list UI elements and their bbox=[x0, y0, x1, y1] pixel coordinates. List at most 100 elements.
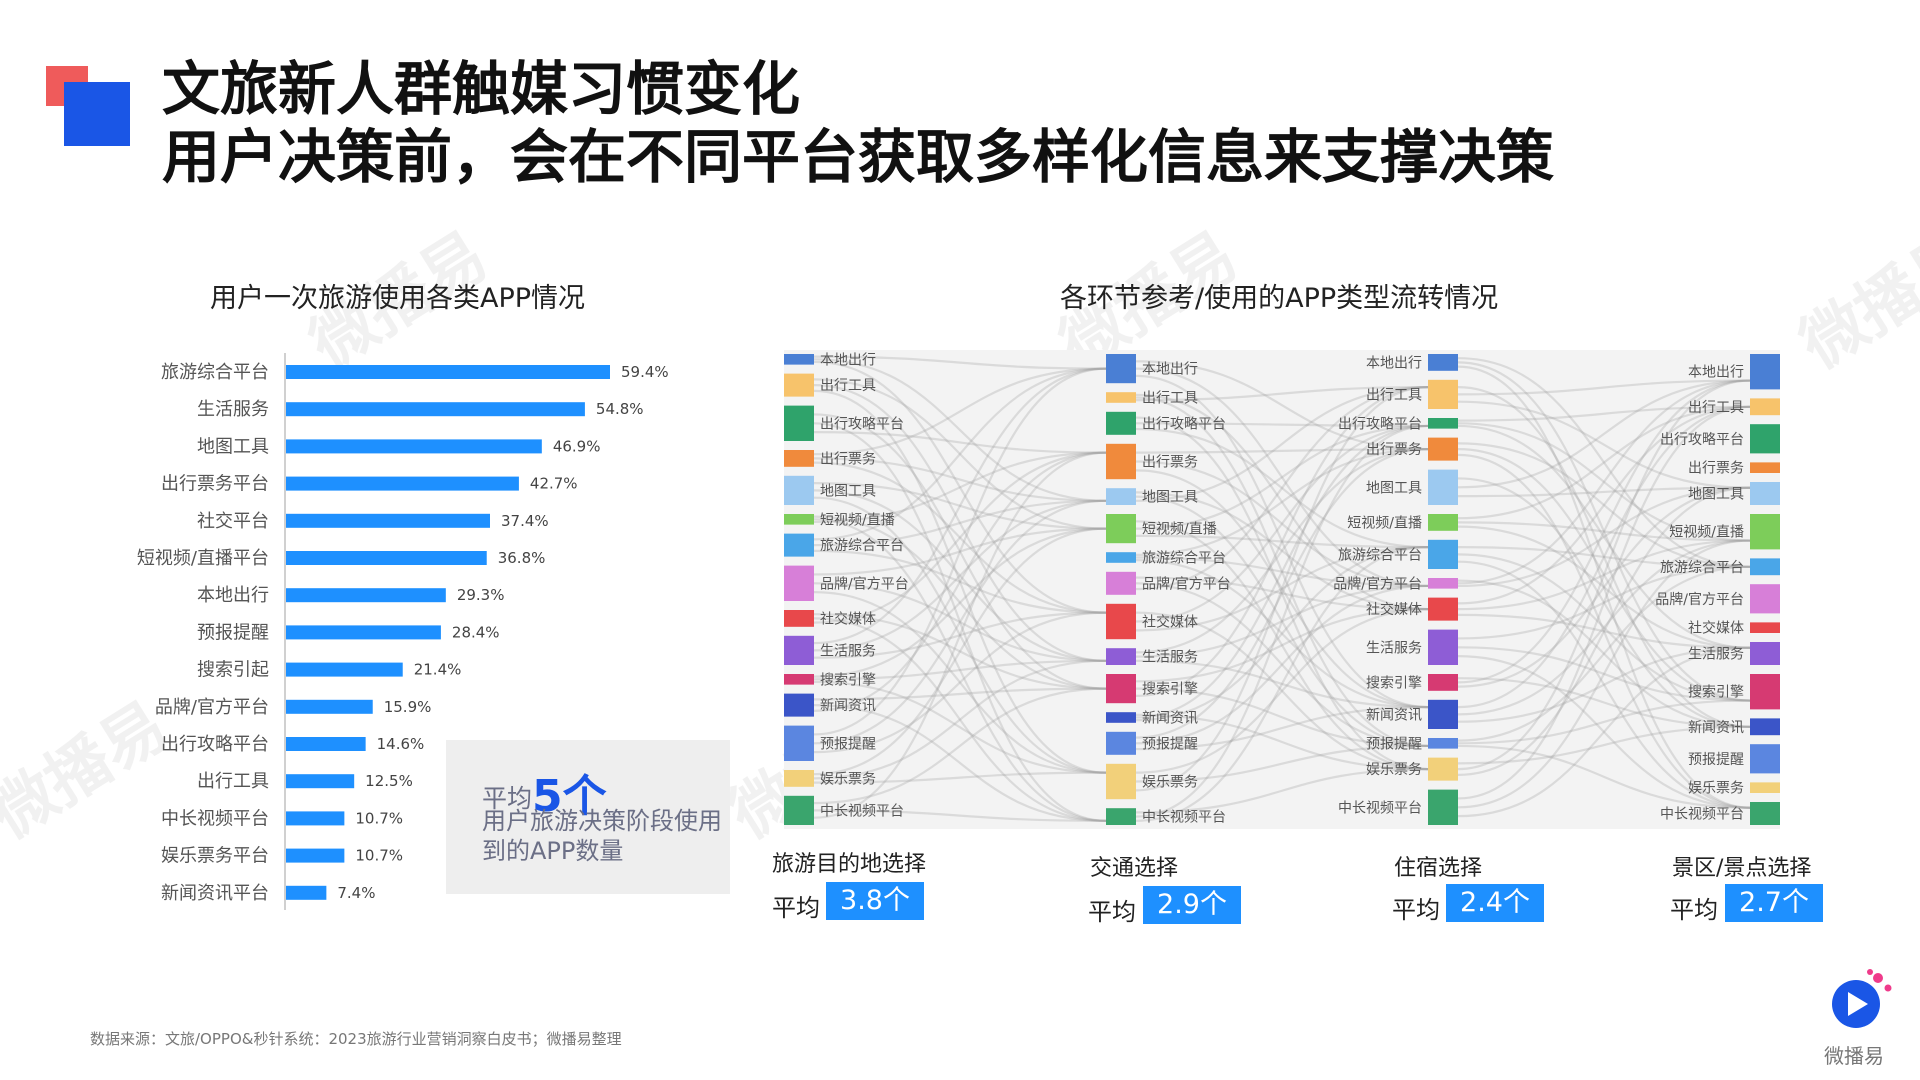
stage-avg-prefix: 平均 bbox=[772, 894, 820, 922]
sankey-flow bbox=[1457, 477, 1751, 728]
page-title-line1: 文旅新人群触媒习惯变化 bbox=[162, 55, 801, 123]
brand-name: 微播易 bbox=[1824, 1044, 1884, 1068]
sankey-flow bbox=[813, 659, 1107, 681]
sankey-flow bbox=[1135, 706, 1429, 751]
stage-avg-destination: 3.8个 bbox=[826, 882, 924, 920]
sankey-node-label: 出行攻略平台 bbox=[1338, 416, 1422, 432]
sankey-flow bbox=[1457, 448, 1751, 702]
bar-value-label: 10.7% bbox=[355, 809, 403, 827]
sankey-node-label: 搜索引擎 bbox=[820, 671, 876, 688]
sankey-flow bbox=[1457, 379, 1751, 684]
sankey-node-label: 地图工具 bbox=[820, 483, 876, 499]
sankey-node-label: 旅游综合平台 bbox=[820, 538, 904, 554]
sankey-node-label: 预报提醒 bbox=[820, 736, 876, 752]
sankey-flow bbox=[813, 451, 1107, 624]
sankey-node bbox=[1428, 437, 1458, 461]
sankey-node bbox=[784, 795, 814, 825]
sankey-node bbox=[784, 514, 814, 525]
sankey-node-label: 本地出行 bbox=[1142, 362, 1198, 378]
sankey-flow bbox=[813, 582, 1107, 662]
sankey-flow bbox=[1135, 559, 1429, 709]
sankey-flow bbox=[1457, 379, 1751, 771]
sankey-node-label: 短视频/直播 bbox=[1347, 514, 1422, 531]
sankey-node-label: 出行票务 bbox=[820, 451, 876, 467]
sankey-node bbox=[1750, 782, 1780, 793]
bar-category-label: 本地出行 bbox=[197, 585, 269, 606]
sankey-flow bbox=[1457, 521, 1751, 542]
sankey-node bbox=[1428, 539, 1458, 569]
sankey-node bbox=[1106, 808, 1136, 825]
bar bbox=[286, 625, 441, 640]
sankey-flow bbox=[813, 358, 1107, 502]
sankey-flow bbox=[1135, 469, 1429, 709]
sankey-node bbox=[1750, 514, 1780, 550]
sankey-flow bbox=[813, 367, 1107, 456]
sankey-flow bbox=[1457, 560, 1751, 809]
sankey-flow bbox=[1135, 659, 1429, 709]
bar-category-label: 地图工具 bbox=[197, 436, 269, 457]
sankey-flow bbox=[1135, 520, 1429, 771]
sankey-node bbox=[1106, 731, 1136, 755]
bar-value-label: 21.4% bbox=[414, 661, 462, 679]
sankey-flow bbox=[1135, 687, 1429, 748]
sankey-node-label: 中长视频平台 bbox=[820, 803, 904, 819]
sankey-node-label: 出行票务 bbox=[1688, 461, 1744, 477]
sankey-node bbox=[1428, 629, 1458, 665]
sankey-flow bbox=[813, 515, 1107, 690]
sankey-node-label: 本地出行 bbox=[1688, 365, 1744, 381]
sankey-node bbox=[1106, 514, 1136, 544]
bar-category-label: 旅游综合平台 bbox=[161, 362, 269, 383]
sankey-flow bbox=[813, 457, 1107, 502]
sankey-node bbox=[784, 674, 814, 685]
sankey-node bbox=[1428, 578, 1458, 589]
sankey-flow bbox=[1457, 539, 1751, 611]
sankey-flow bbox=[1135, 374, 1429, 709]
sankey-node-label: 品牌/官方平台 bbox=[1142, 575, 1231, 592]
sankey-flow bbox=[1457, 646, 1751, 702]
bar-category-label: 出行票务平台 bbox=[161, 474, 269, 495]
sankey-node-label: 生活服务 bbox=[820, 643, 876, 659]
sankey-flow bbox=[1135, 582, 1429, 748]
average-prefix: 平均 bbox=[482, 784, 533, 813]
sankey-flow bbox=[1457, 553, 1751, 702]
sankey-flow bbox=[813, 687, 1107, 805]
sankey-node-label: 地图工具 bbox=[1142, 490, 1198, 506]
sankey-flow bbox=[1135, 386, 1429, 591]
sankey-flow bbox=[813, 499, 1107, 745]
sankey-node-label: 生活服务 bbox=[1142, 650, 1198, 666]
sankey-flow bbox=[1457, 613, 1751, 649]
stage-avg-prefix: 平均 bbox=[1670, 896, 1718, 924]
sankey-flow bbox=[1457, 744, 1751, 809]
sankey-flow bbox=[1135, 416, 1429, 771]
sankey-node-label: 地图工具 bbox=[1688, 487, 1744, 503]
sankey-flow bbox=[1135, 424, 1429, 623]
sankey-flow bbox=[1135, 460, 1429, 588]
sankey-flow bbox=[1135, 584, 1429, 745]
bar-category-label: 娱乐票务平台 bbox=[161, 846, 269, 867]
sankey-node-label: 搜索引擎 bbox=[1366, 674, 1422, 691]
sankey-node bbox=[1750, 744, 1780, 774]
sankey-flow bbox=[1457, 405, 1751, 709]
sankey-node bbox=[1428, 469, 1458, 505]
sankey-node bbox=[1106, 603, 1136, 640]
sankey-flow bbox=[1135, 367, 1429, 588]
sankey-flow bbox=[813, 451, 1107, 819]
sankey-flow bbox=[813, 384, 1107, 662]
sankey-flow bbox=[1457, 405, 1751, 605]
sankey-node-label: 新闻资讯 bbox=[1142, 711, 1198, 727]
sankey-flow bbox=[1135, 556, 1429, 588]
sankey-flow bbox=[1135, 491, 1429, 611]
sankey-node-label: 品牌/官方平台 bbox=[1333, 575, 1422, 592]
average-app-box bbox=[446, 740, 730, 894]
sankey-flow bbox=[1457, 677, 1751, 728]
sankey-flow bbox=[1135, 713, 1429, 771]
bar bbox=[286, 774, 355, 789]
sankey-flow bbox=[813, 659, 1107, 780]
sankey-node bbox=[1428, 789, 1458, 825]
bar-value-label: 28.4% bbox=[452, 623, 500, 641]
sankey-flow bbox=[1457, 405, 1751, 520]
bar-chart: 旅游综合平台 59.4% 生活服务 54.8% 地图工具 46.9% 出行票务平台 42.7%… bbox=[137, 353, 669, 910]
sankey-node-label: 品牌/官方平台 bbox=[820, 575, 909, 592]
sankey-flow bbox=[1457, 579, 1751, 728]
bar-category-label: 预报提醒 bbox=[197, 622, 269, 643]
